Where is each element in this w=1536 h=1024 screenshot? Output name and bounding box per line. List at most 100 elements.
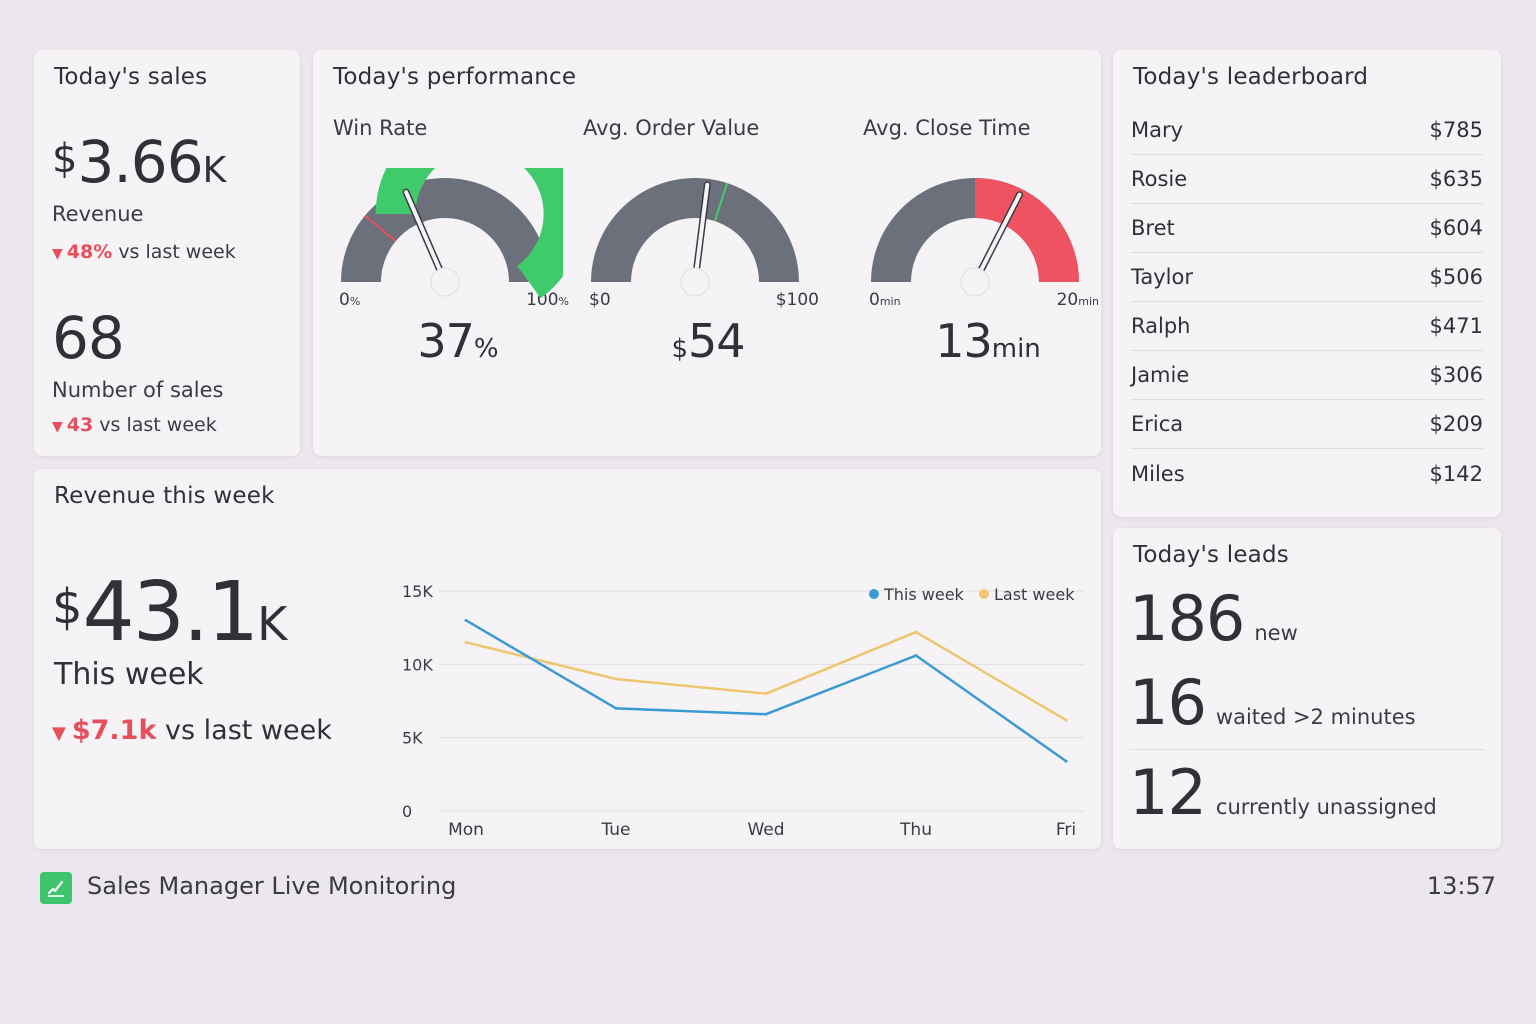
leader-amount: $471	[1429, 314, 1483, 338]
revenue-week-label: This week	[54, 657, 204, 692]
gauge-min-label: $0	[589, 290, 611, 310]
revenue-week-value: $43.1K	[52, 565, 288, 660]
sales-title: Today's sales	[54, 64, 208, 90]
leader-amount: $604	[1429, 216, 1483, 240]
leader-name: Erica	[1131, 412, 1184, 436]
gauge-needle	[973, 192, 1022, 284]
legend-label: This week	[883, 585, 965, 604]
x-tick-label: Tue	[600, 820, 630, 839]
leads-title: Today's leads	[1133, 542, 1289, 568]
leaderboard-card: Today's leaderboard Mary $785 Rosie $635 Bre…	[1113, 50, 1501, 517]
gauge-1: Avg. Order Value $0 $100 $54	[583, 116, 833, 396]
leaderboard-title: Today's leaderboard	[1133, 64, 1369, 90]
y-tick-label: 5K	[402, 729, 423, 748]
leaderboard-row: Mary $785	[1131, 106, 1483, 155]
y-tick-label: 0	[402, 802, 412, 821]
leaderboard-row: Jamie $306	[1131, 351, 1483, 400]
leader-amount: $142	[1429, 461, 1483, 486]
x-tick-label: Wed	[747, 820, 784, 839]
x-tick-label: Mon	[448, 820, 484, 839]
revenue-week-title: Revenue this week	[54, 483, 275, 509]
gauge-max-label: $100	[775, 290, 819, 310]
gauge-needle	[693, 182, 710, 284]
leader-name: Rosie	[1131, 167, 1188, 191]
series-line-1	[465, 630, 1067, 722]
revenue-week-card: Revenue this week $43.1K This week ▼ $7.1…	[34, 469, 1101, 849]
revenue-delta: ▼ 48% vs last week	[52, 241, 236, 263]
revenue-week-delta: ▼ $7.1k vs last week	[52, 715, 332, 746]
leader-name: Mary	[1131, 118, 1184, 142]
gauge-min-label: 0min	[869, 290, 901, 310]
leads-card: Today's leads 186 new 16 waited >2 minutes…	[1113, 528, 1501, 849]
leader-amount: $306	[1429, 363, 1483, 387]
gauge-title: Win Rate	[333, 116, 428, 140]
down-arrow-icon: ▼	[52, 246, 63, 262]
gauge-value: 13min	[935, 314, 1041, 368]
data-point	[764, 692, 768, 696]
leader-name: Jamie	[1131, 363, 1190, 387]
gauge-dial	[591, 178, 799, 297]
gauge-target-marker	[364, 214, 397, 242]
leader-name: Bret	[1131, 216, 1175, 240]
y-tick-label: 10K	[402, 655, 433, 674]
leader-amount: $635	[1429, 167, 1483, 191]
leaderboard-row: Taylor $506	[1131, 253, 1483, 302]
gauge-min-label: 0%	[339, 290, 361, 310]
gauge-hub	[430, 267, 460, 297]
down-arrow-icon: ▼	[52, 419, 63, 435]
gauge-dial	[871, 178, 1079, 297]
leaderboard-list: Mary $785 Rosie $635 Bret $604 Taylor $506 Ralph…	[1131, 106, 1483, 498]
data-point	[464, 618, 468, 622]
gauge-value: $54	[671, 314, 745, 368]
data-point	[1064, 759, 1068, 763]
lead-row-unassigned: 12 currently unassigned	[1129, 756, 1437, 829]
lead-row-new: 186 new	[1129, 582, 1298, 655]
leader-name: Miles	[1131, 461, 1185, 486]
gauge-target-marker	[713, 182, 729, 222]
data-point	[464, 640, 468, 644]
leader-name: Ralph	[1131, 314, 1191, 338]
leaderboard-row: Rosie $635	[1131, 155, 1483, 204]
y-tick-label: 15K	[402, 582, 433, 601]
gauge-fill	[375, 168, 563, 298]
x-tick-label: Fri	[1056, 820, 1076, 839]
data-point	[914, 654, 918, 658]
clock-time: 13:57	[1426, 872, 1496, 900]
series-line-0	[465, 619, 1067, 763]
gauge-track	[341, 178, 549, 283]
gauge-fill	[974, 178, 1079, 283]
gauge-title: Avg. Order Value	[583, 116, 760, 140]
sales-count-label: Number of sales	[52, 378, 224, 402]
data-point	[614, 677, 618, 681]
x-tick-label: Thu	[899, 820, 932, 839]
legend-label: Last week	[994, 585, 1075, 604]
gauge-title: Avg. Close Time	[863, 116, 1031, 140]
leader-name: Taylor	[1131, 265, 1193, 289]
data-point	[614, 706, 618, 710]
gauge-value: 37%	[417, 314, 499, 368]
down-arrow-icon: ▼	[52, 723, 66, 744]
leaderboard-row: Ralph $471	[1131, 302, 1483, 351]
revenue-value: $3.66K	[52, 128, 227, 196]
leader-amount: $506	[1429, 265, 1483, 289]
revenue-line-chart: 0 5K 10K 15K Mon Tue Wed Thu Fri This week Last we…	[402, 582, 1084, 839]
performance-card: Today's performance Win Rate 0% 100% 37% Avg…	[313, 50, 1101, 456]
gauge-0: Win Rate 0% 100% 37%	[333, 116, 583, 396]
app-title: Sales Manager Live Monitoring	[87, 872, 457, 900]
gauge-needle	[404, 190, 447, 284]
data-point	[1064, 718, 1068, 722]
legend-swatch	[979, 589, 989, 599]
gauge-track	[591, 178, 799, 283]
gauge-max-label: 100%	[526, 290, 569, 310]
sales-count-value: 68	[52, 304, 125, 372]
leaderboard-row: Erica $209	[1131, 400, 1483, 449]
lead-row-waited: 16 waited >2 minutes	[1129, 666, 1416, 739]
leader-amount: $785	[1429, 118, 1483, 142]
leader-amount: $209	[1429, 412, 1483, 436]
gauge-2: Avg. Close Time 0min 20min 13min	[863, 116, 1113, 396]
leaderboard-row: Miles $142	[1131, 449, 1483, 498]
sales-card: Today's sales $3.66K Revenue ▼ 48% vs las…	[34, 50, 300, 456]
performance-title: Today's performance	[333, 64, 577, 90]
lead-divider	[1129, 749, 1485, 750]
gauge-max-label: 20min	[1056, 290, 1099, 310]
